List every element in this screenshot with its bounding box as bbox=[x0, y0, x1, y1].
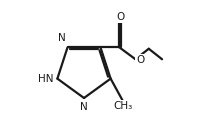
Text: O: O bbox=[136, 55, 144, 65]
Text: N: N bbox=[58, 33, 66, 43]
Text: CH₃: CH₃ bbox=[114, 101, 133, 111]
Text: HN: HN bbox=[38, 74, 53, 84]
Text: O: O bbox=[116, 12, 124, 22]
Text: N: N bbox=[80, 102, 88, 112]
